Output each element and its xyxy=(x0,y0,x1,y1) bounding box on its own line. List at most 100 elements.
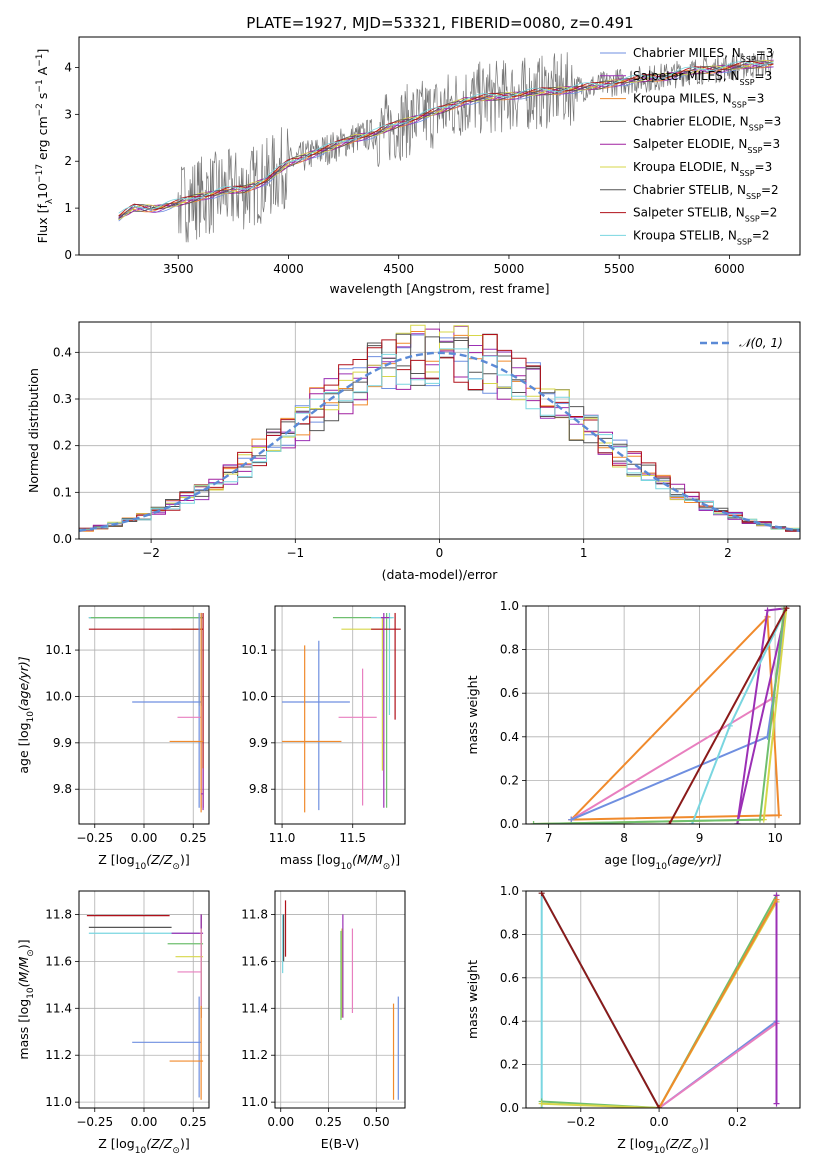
weight-line xyxy=(533,608,786,824)
x-axis-label: mass [log10(M/M⊙)] xyxy=(280,852,400,872)
xtick-label: −1 xyxy=(286,546,304,560)
xtick-label: 0.0 xyxy=(650,1115,669,1129)
ytick-label: 9.9 xyxy=(249,736,268,750)
legend-entry: Kroupa STELIB, NSSP=2 xyxy=(633,228,770,246)
histogram-series xyxy=(79,348,800,533)
ytick-label: 0.4 xyxy=(500,730,519,744)
xtick-label: 9 xyxy=(696,831,704,845)
weight-line xyxy=(570,614,780,821)
points-mass_vs_Z xyxy=(86,914,204,1100)
xtick-label: 5000 xyxy=(494,262,525,276)
xtick-label: 11.5 xyxy=(339,831,366,845)
xtick-label: −2 xyxy=(142,546,160,560)
spectrum-lines xyxy=(118,50,774,243)
data-point xyxy=(282,640,350,811)
xtick-label: 0.50 xyxy=(363,1115,390,1129)
xtick-label: 0.2 xyxy=(728,1115,747,1129)
ytick-label: 11.2 xyxy=(45,1048,72,1062)
xtick-label: 0.00 xyxy=(131,831,158,845)
ytick-label: 0.2 xyxy=(53,439,72,453)
ytick-label: 11.6 xyxy=(45,954,72,968)
axes-frame-spectrum xyxy=(78,36,801,256)
x-axis-label: Z [log10(Z/Z⊙)] xyxy=(98,852,189,872)
ytick-label: 11.6 xyxy=(241,954,268,968)
data-point xyxy=(88,928,202,974)
xtick-label: −0.25 xyxy=(76,831,113,845)
axes-frame-age_vs_Z xyxy=(78,605,210,825)
xtick-label: 4500 xyxy=(383,262,414,276)
axes-age_vs_Z: −0.25 0.00 0.25 9.8 9.9 10.0 10.1 Z [log10(Z/Z⊙… xyxy=(16,605,210,872)
ytick-label: 1 xyxy=(64,201,72,215)
data-point xyxy=(341,617,387,771)
data-point xyxy=(177,928,202,1018)
ytick-label: 0.8 xyxy=(500,927,519,941)
weight-marker xyxy=(656,1105,663,1108)
legend-entry: Salpeter ELODIE, NSSP=3 xyxy=(633,137,780,155)
grid-age_vs_Z xyxy=(79,606,209,824)
xtick-label: −0.25 xyxy=(76,1115,113,1129)
xtick-label: 0.00 xyxy=(267,1115,294,1129)
ytick-label: 10.0 xyxy=(241,689,268,703)
histograms xyxy=(79,324,800,534)
y-axis-label: age [log10(age/yr)] xyxy=(16,656,36,773)
xtick-label: 0 xyxy=(436,546,444,560)
weight-line xyxy=(736,607,788,824)
y-axis-label: mass [log10(M/M⊙)] xyxy=(16,939,36,1059)
ytick-label: 11.8 xyxy=(45,907,72,921)
grid-weight_vs_Z xyxy=(526,890,800,1109)
observed-spectrum xyxy=(118,50,774,243)
weight-line xyxy=(570,608,788,821)
data-point xyxy=(90,612,204,706)
data-point xyxy=(380,612,390,808)
weight-line xyxy=(533,608,788,824)
legend-entry: Chabrier ELODIE, NSSP=3 xyxy=(633,114,781,131)
xtick-label: 1 xyxy=(580,546,588,560)
weight-marker xyxy=(530,821,537,824)
ytick-label: 11.4 xyxy=(241,1001,268,1015)
axes-mass_vs_EBV: 0.00 0.25 0.50 11.0 11.2 11.4 11.6 11.8 E(B-V) xyxy=(241,890,406,1151)
axes-frame-age_vs_mass xyxy=(274,605,406,825)
weight-line xyxy=(570,608,788,821)
data-point xyxy=(132,612,202,808)
weight-marker xyxy=(538,1100,545,1107)
ytick-label: 0.0 xyxy=(500,1101,519,1115)
xtick-label: 7 xyxy=(545,831,553,845)
ytick-label: 10.1 xyxy=(45,643,72,657)
ytick-label: 0.2 xyxy=(500,1058,519,1072)
legend-entry: Salpeter MILES, NSSP=3 xyxy=(633,69,772,87)
xtick-label: 10 xyxy=(767,831,782,845)
xtick-label: 5500 xyxy=(604,262,635,276)
data-point xyxy=(88,612,204,808)
x-axis-label: Z [log10(Z/Z⊙)] xyxy=(98,1136,189,1156)
weight-marker xyxy=(773,1100,780,1107)
xtick-label: 11.0 xyxy=(269,831,296,845)
weight-marker xyxy=(775,812,782,819)
weight-marker xyxy=(726,722,733,729)
data-point xyxy=(171,914,204,1018)
ytick-label: 9.8 xyxy=(249,782,268,796)
data-point xyxy=(171,612,204,706)
weight-marker xyxy=(756,816,763,823)
data-point xyxy=(88,914,202,1018)
points-age_vs_mass xyxy=(282,612,401,813)
model-line xyxy=(118,63,774,217)
ytick-label: 9.9 xyxy=(53,736,72,750)
axes-frame-residuals xyxy=(78,321,801,540)
axes-spectrum: 3500 4000 4500 5000 5500 6000 0 1 2 3 4 Chabrier MI… xyxy=(35,36,801,296)
normal-curve xyxy=(79,351,800,532)
legend-entry: Salpeter STELIB, NSSP=2 xyxy=(633,206,777,224)
weight-line xyxy=(540,892,660,1108)
weight-marker xyxy=(666,821,673,824)
data-point xyxy=(169,612,204,813)
data-point xyxy=(167,928,204,1018)
legend-entry: 𝒩(0, 1) xyxy=(739,336,783,350)
axes-frame-weight_vs_Z xyxy=(525,890,801,1109)
weight-line xyxy=(658,1022,778,1108)
data-point xyxy=(371,612,401,720)
weight-marker xyxy=(734,821,741,824)
points-age_vs_Z xyxy=(88,612,204,813)
y-axis-label: mass weight xyxy=(465,960,480,1039)
model-line xyxy=(118,60,774,220)
xtick-label: 4000 xyxy=(273,262,304,276)
ytick-label: 11.0 xyxy=(241,1095,268,1109)
